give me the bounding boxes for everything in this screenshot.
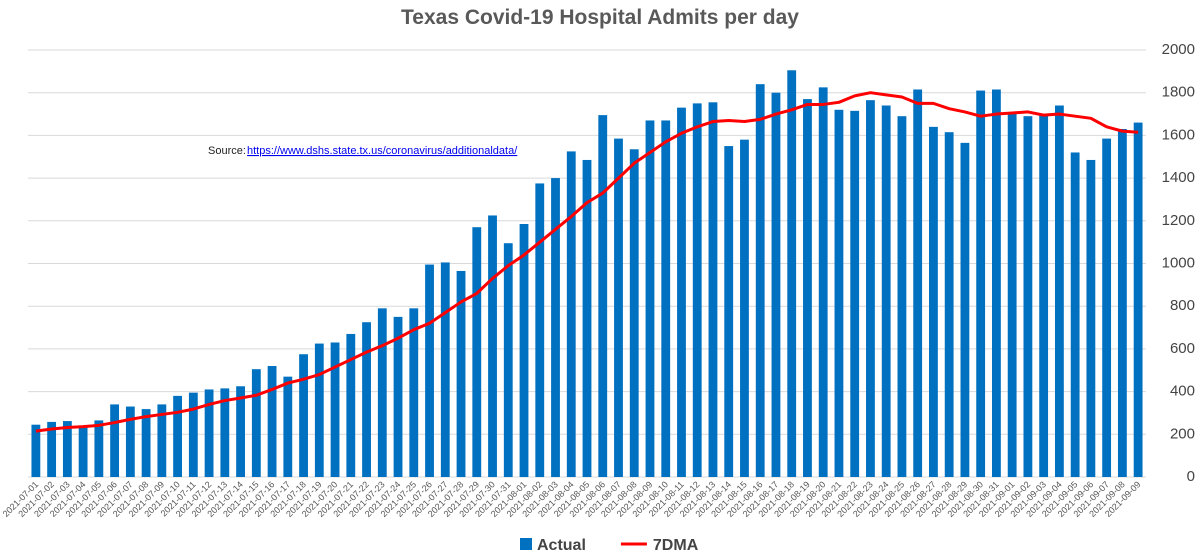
bar bbox=[110, 404, 120, 477]
bar bbox=[346, 333, 356, 477]
bar bbox=[519, 224, 529, 477]
source-link[interactable]: https://www.dshs.state.tx.us/coronavirus… bbox=[247, 145, 518, 157]
bar bbox=[535, 183, 545, 477]
bar bbox=[1007, 114, 1017, 478]
y-tick-label: 1000 bbox=[1162, 254, 1195, 271]
bar bbox=[551, 178, 560, 477]
bar bbox=[173, 395, 183, 477]
bar bbox=[1117, 128, 1127, 477]
bar bbox=[362, 322, 371, 477]
bar bbox=[488, 215, 497, 477]
bar bbox=[251, 369, 261, 477]
bar bbox=[78, 427, 88, 477]
y-tick-label: 2000 bbox=[1162, 41, 1195, 58]
bar bbox=[787, 70, 797, 477]
y-tick-label: 0 bbox=[1187, 468, 1195, 485]
bar bbox=[1070, 152, 1080, 478]
bar bbox=[236, 386, 245, 477]
bar bbox=[598, 115, 608, 478]
bar bbox=[314, 343, 324, 477]
y-tick-label: 400 bbox=[1170, 383, 1195, 400]
bar bbox=[125, 406, 135, 477]
bar bbox=[1102, 138, 1112, 478]
bar bbox=[645, 120, 655, 477]
bar bbox=[456, 270, 466, 477]
bar bbox=[330, 342, 340, 477]
bar bbox=[897, 116, 907, 477]
bar bbox=[566, 151, 576, 477]
legend-label: Actual bbox=[537, 537, 586, 554]
bar bbox=[1054, 105, 1064, 477]
bar bbox=[220, 388, 230, 477]
chart-title: Texas Covid-19 Hospital Admits per day bbox=[401, 6, 799, 29]
bar bbox=[1133, 122, 1143, 477]
y-tick-label: 1600 bbox=[1162, 126, 1195, 143]
bar bbox=[409, 308, 419, 477]
y-tick-label: 1800 bbox=[1162, 84, 1195, 101]
bar bbox=[692, 103, 702, 477]
bar bbox=[740, 139, 749, 478]
bar bbox=[818, 87, 828, 478]
bar bbox=[503, 243, 513, 477]
bar bbox=[188, 392, 198, 477]
bar bbox=[440, 262, 450, 477]
bar bbox=[47, 421, 57, 477]
bar bbox=[582, 159, 592, 477]
bar bbox=[283, 376, 293, 477]
bar bbox=[803, 99, 812, 477]
bar bbox=[929, 126, 938, 478]
line bbox=[35, 91, 1139, 433]
bar bbox=[1086, 159, 1096, 477]
source-label: Source: bbox=[208, 145, 246, 157]
bar bbox=[913, 89, 923, 477]
bar bbox=[157, 404, 167, 477]
legend-label: 7DMA bbox=[653, 537, 699, 554]
bar bbox=[976, 90, 986, 477]
bar bbox=[1039, 114, 1049, 478]
y-tick-label: 600 bbox=[1170, 340, 1195, 357]
bar bbox=[629, 149, 639, 477]
bar bbox=[677, 107, 686, 478]
bar bbox=[299, 354, 308, 477]
bar bbox=[944, 132, 954, 477]
bar bbox=[755, 84, 765, 477]
bar bbox=[881, 105, 891, 477]
bar bbox=[141, 409, 151, 477]
bar bbox=[62, 421, 72, 477]
bar bbox=[31, 424, 41, 477]
y-tick-label: 200 bbox=[1170, 425, 1195, 442]
bar bbox=[393, 316, 403, 477]
bar bbox=[661, 120, 671, 477]
bar bbox=[991, 89, 1001, 477]
bar bbox=[834, 109, 844, 477]
bar bbox=[771, 92, 781, 477]
bar bbox=[267, 365, 277, 477]
bar bbox=[708, 102, 718, 478]
bar bbox=[425, 264, 434, 477]
bar bbox=[866, 100, 875, 478]
y-tick-label: 800 bbox=[1170, 297, 1195, 314]
bar bbox=[377, 308, 387, 477]
bar bbox=[1023, 116, 1033, 477]
legend-swatch bbox=[520, 538, 532, 550]
bar bbox=[614, 138, 623, 478]
bar bbox=[960, 142, 970, 477]
y-tick-label: 1400 bbox=[1162, 169, 1195, 186]
y-tick-label: 1200 bbox=[1162, 212, 1195, 229]
bar bbox=[94, 420, 104, 477]
bar bbox=[472, 227, 482, 477]
bar bbox=[724, 146, 734, 477]
bar bbox=[204, 389, 214, 477]
bar bbox=[850, 110, 860, 477]
